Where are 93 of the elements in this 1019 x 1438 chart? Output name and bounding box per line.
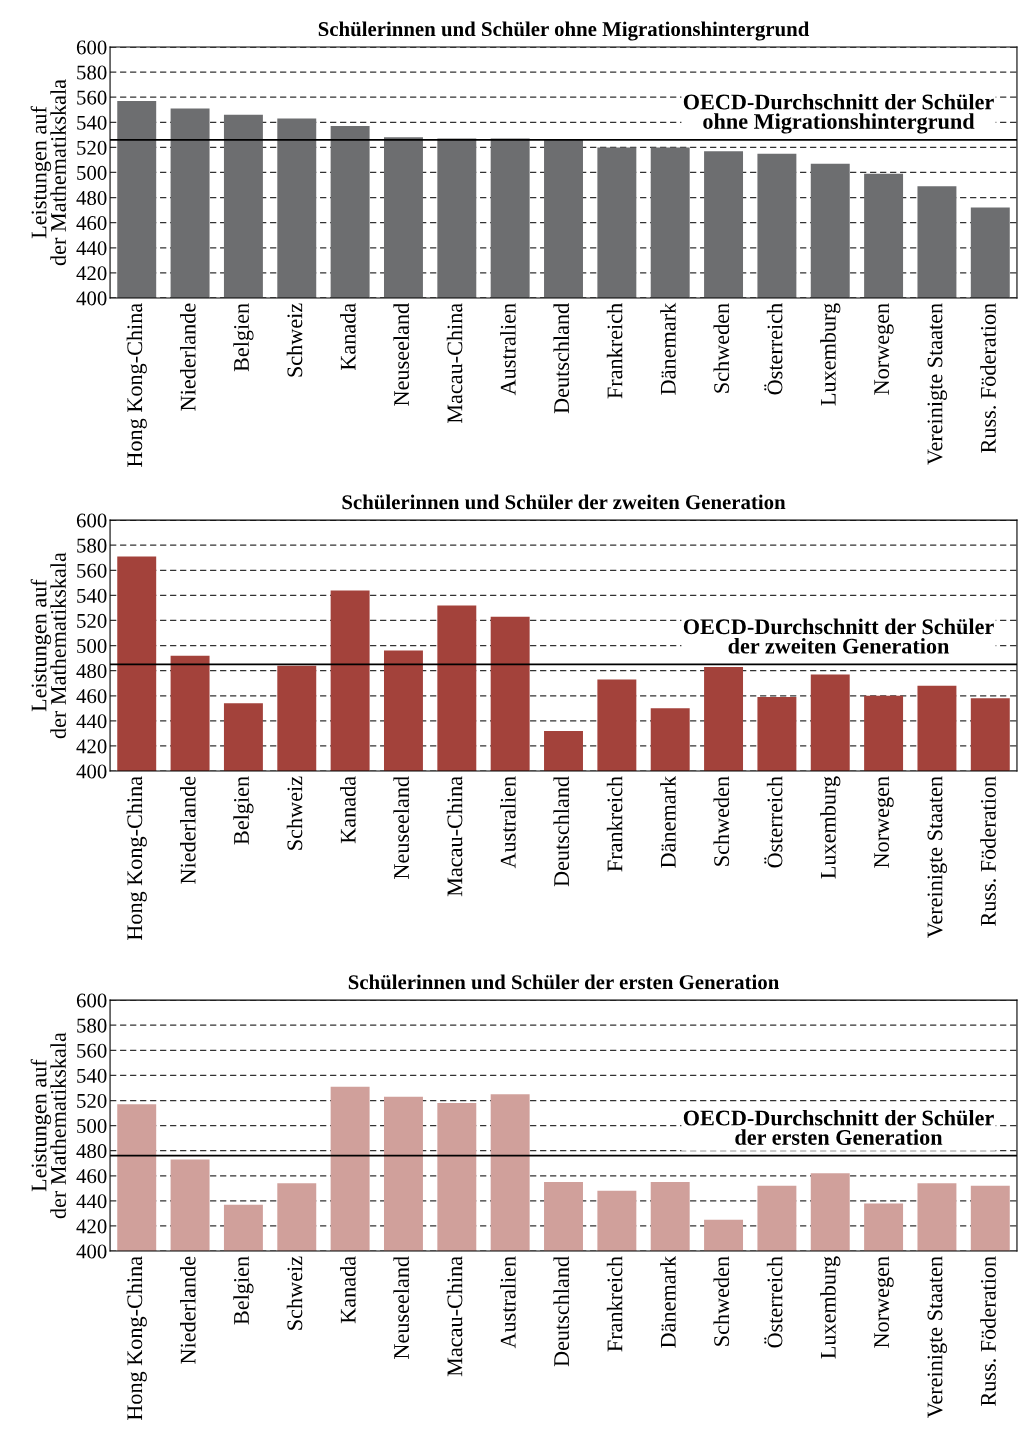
- x-tick-label: Russ. Föderation: [980, 1256, 996, 1406]
- y-tick-label: 420: [76, 739, 107, 754]
- x-tick-label: Macau-China: [446, 303, 463, 424]
- y-tick-label: 420: [76, 266, 107, 281]
- x-tick-label: Australien: [500, 1256, 516, 1349]
- x-tick-label: Niederlande: [180, 303, 196, 411]
- y-tick-label: 480: [76, 1144, 107, 1159]
- ref-line-label: OECD-Durchschnitt der Schüler ohne Migrationshintergrund: [683, 93, 994, 134]
- y-tick-label: 400: [76, 291, 107, 306]
- x-tick-label: Russ. Föderation: [980, 303, 996, 453]
- x-tick-label: Hong Kong-China: [126, 776, 147, 941]
- y-tick-label: 560: [77, 90, 107, 105]
- x-tick-label: Dänemark: [660, 775, 676, 868]
- x-tick-label: Hong Kong-China: [126, 1256, 147, 1421]
- y-tick-label: 400: [76, 764, 107, 779]
- y-axis-title: Leistungen auf der Mathematikskala: [30, 1032, 66, 1219]
- y-tick-label: 580: [77, 538, 107, 553]
- x-tick-label: Belgien: [233, 776, 254, 845]
- x-tick-label: Frankreich: [606, 1256, 623, 1352]
- y-axis-title: Leistungen auf der Mathematikskala: [30, 79, 66, 266]
- y-axis-title: Leistungen auf der Mathematikskala: [30, 552, 66, 739]
- x-tick-label: Österreich: [764, 776, 783, 868]
- x-tick-label: Österreich: [764, 1256, 783, 1348]
- y-tick-label: 600: [76, 40, 107, 55]
- y-tick-label: 560: [77, 563, 107, 578]
- x-tick-label: Neuseeland: [393, 776, 410, 879]
- y-tick-label: 540: [77, 1068, 107, 1083]
- y-tick-label: 520: [77, 140, 107, 155]
- chart-title: Schülerinnen und Schüler ohne Migrationshintergrund: [318, 21, 810, 41]
- x-tick-label: Österreich: [764, 303, 783, 395]
- ref-line-label: OECD-Durchschnitt der Schüler der zweiten Generation: [683, 618, 994, 654]
- x-tick-label: Frankreich: [606, 776, 623, 872]
- y-tick-label: 520: [77, 613, 107, 628]
- x-tick-label: Schweiz: [286, 1256, 303, 1330]
- y-tick-label: 480: [76, 190, 107, 206]
- x-tick-label: Luxemburg: [820, 303, 841, 406]
- y-tick-label: 580: [77, 65, 107, 80]
- x-tick-label: Luxemburg: [820, 1256, 841, 1359]
- x-tick-label: Belgien: [233, 1256, 254, 1325]
- x-tick-label: Niederlande: [180, 776, 196, 884]
- x-tick-label: Dänemark: [660, 1255, 676, 1348]
- x-tick-label: Norwegen: [874, 1256, 894, 1348]
- y-tick-label: 600: [76, 993, 107, 1008]
- x-tick-label: Kanada: [340, 776, 356, 844]
- y-tick-label: 540: [77, 588, 107, 603]
- y-tick-label: 400: [76, 1244, 107, 1259]
- x-tick-label: Deutschland: [553, 303, 570, 414]
- x-tick-label: Frankreich: [606, 303, 623, 399]
- x-tick-label: Macau-China: [446, 776, 463, 897]
- y-tick-label: 460: [76, 689, 107, 704]
- x-tick-label: Vereinigte Staaten: [927, 1256, 948, 1418]
- x-tick-label: Kanada: [340, 1256, 356, 1324]
- ref-line-label: OECD-Durchschnitt der Schüler der ersten Generation: [683, 1109, 994, 1145]
- x-tick-label: Australien: [500, 776, 516, 869]
- chart-title: Schülerinnen und Schüler der ersten Generation: [348, 974, 779, 990]
- chart-title: Schülerinnen und Schüler der zweiten Generation: [342, 494, 786, 510]
- y-tick-label: 480: [76, 664, 107, 679]
- x-tick-label: Australien: [500, 303, 516, 396]
- y-tick-label: 560: [77, 1043, 107, 1058]
- x-tick-label: Schweden: [713, 776, 730, 866]
- x-tick-label: Schweiz: [286, 776, 303, 850]
- x-tick-label: Norwegen: [874, 303, 894, 395]
- y-tick-label: 440: [76, 714, 107, 729]
- x-tick-label: Russ. Föderation: [980, 776, 996, 926]
- x-tick-label: Hong Kong-China: [126, 303, 147, 467]
- x-tick-label: Luxemburg: [820, 776, 841, 879]
- y-tick-label: 440: [76, 241, 107, 256]
- y-tick-label: 460: [76, 216, 107, 231]
- x-tick-label: Deutschland: [553, 1256, 570, 1367]
- x-tick-label: Kanada: [340, 303, 356, 371]
- y-tick-label: 540: [77, 115, 107, 130]
- x-tick-label: Schweden: [713, 303, 730, 393]
- y-tick-label: 600: [76, 513, 107, 528]
- x-tick-label: Neuseeland: [393, 303, 410, 406]
- y-tick-label: 520: [77, 1093, 107, 1108]
- y-tick-label: 420: [76, 1219, 107, 1234]
- y-tick-label: 500: [77, 1118, 107, 1134]
- x-tick-label: Deutschland: [553, 776, 570, 887]
- x-tick-label: Vereinigte Staaten: [927, 303, 948, 465]
- x-tick-label: Belgien: [233, 303, 254, 372]
- y-tick-label: 500: [77, 165, 107, 180]
- y-tick-label: 580: [77, 1018, 107, 1033]
- y-tick-label: 460: [76, 1169, 107, 1184]
- x-tick-label: Norwegen: [874, 776, 894, 868]
- x-tick-label: Schweiz: [286, 303, 303, 377]
- x-tick-label: Neuseeland: [393, 1256, 410, 1359]
- x-tick-label: Schweden: [713, 1256, 730, 1346]
- x-tick-label: Dänemark: [660, 302, 676, 395]
- x-tick-label: Macau-China: [446, 1256, 463, 1377]
- y-tick-label: 500: [77, 638, 107, 654]
- y-tick-label: 440: [76, 1194, 107, 1209]
- x-tick-label: Niederlande: [180, 1256, 196, 1364]
- x-tick-label: Vereinigte Staaten: [927, 776, 948, 938]
